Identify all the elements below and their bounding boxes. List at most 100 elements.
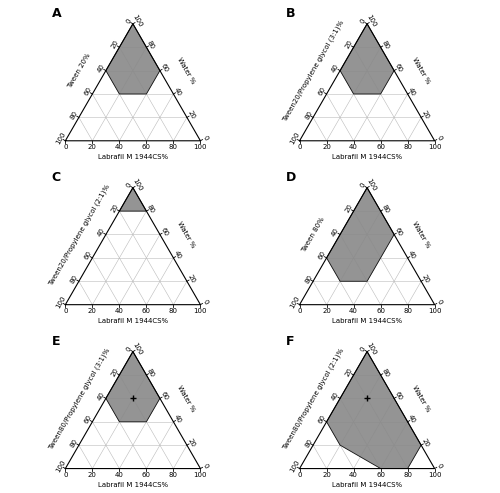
Text: Tween20/Propylene glycol (2:1)%: Tween20/Propylene glycol (2:1)% (48, 183, 111, 286)
Text: 0: 0 (63, 144, 68, 150)
Text: 60: 60 (160, 63, 169, 73)
Text: 80: 80 (380, 203, 390, 214)
Text: Water %: Water % (176, 220, 197, 249)
Text: 60: 60 (318, 86, 327, 97)
Text: 100: 100 (366, 14, 378, 29)
Text: 40: 40 (331, 227, 340, 237)
Text: 20: 20 (110, 367, 120, 378)
Text: 80: 80 (169, 144, 178, 150)
Text: 0: 0 (436, 299, 443, 306)
Text: 100: 100 (366, 342, 378, 356)
Text: 80: 80 (70, 109, 80, 120)
Text: 0: 0 (298, 144, 302, 150)
Text: 60: 60 (142, 472, 151, 478)
Text: Labrafil M 1944CS%: Labrafil M 1944CS% (332, 318, 402, 324)
Text: 20: 20 (186, 437, 196, 448)
Text: 100: 100 (289, 458, 301, 473)
Text: 100: 100 (428, 308, 442, 314)
Text: 20: 20 (110, 39, 120, 50)
Text: 80: 80 (70, 437, 80, 448)
Text: 40: 40 (408, 250, 417, 261)
Text: 40: 40 (331, 390, 340, 401)
Text: Water %: Water % (411, 57, 430, 85)
Text: Labrafil M 1944CS%: Labrafil M 1944CS% (98, 318, 168, 324)
Text: 0: 0 (436, 462, 443, 469)
Text: 40: 40 (96, 63, 106, 73)
Text: Labrafil M 1944CS%: Labrafil M 1944CS% (332, 154, 402, 160)
Text: 60: 60 (83, 414, 93, 424)
Text: Water %: Water % (411, 385, 430, 413)
Polygon shape (340, 24, 394, 94)
Text: 20: 20 (186, 274, 196, 284)
Text: 20: 20 (322, 144, 331, 150)
Text: 80: 80 (403, 308, 412, 314)
Text: 40: 40 (408, 414, 417, 424)
Text: C: C (52, 171, 61, 184)
Polygon shape (106, 352, 160, 422)
Text: 60: 60 (318, 414, 327, 424)
Text: Tween 80%: Tween 80% (301, 216, 326, 253)
Text: 60: 60 (318, 250, 327, 261)
Text: F: F (286, 335, 294, 348)
Text: Tween80/Propylene glycol (2:1)%: Tween80/Propylene glycol (2:1)% (282, 347, 346, 451)
Text: 60: 60 (83, 250, 93, 261)
Text: 60: 60 (394, 227, 404, 237)
Text: 80: 80 (146, 203, 156, 214)
Text: 0: 0 (359, 346, 366, 352)
Text: 20: 20 (88, 308, 97, 314)
Text: 100: 100 (428, 144, 442, 150)
Text: Labrafil M 1944CS%: Labrafil M 1944CS% (98, 154, 168, 160)
Text: 20: 20 (88, 472, 97, 478)
Text: 60: 60 (83, 86, 93, 97)
Text: 20: 20 (344, 203, 354, 214)
Text: 20: 20 (421, 274, 430, 284)
Text: 60: 60 (160, 390, 169, 401)
Text: 100: 100 (289, 295, 301, 310)
Text: 40: 40 (96, 390, 106, 401)
Polygon shape (326, 188, 394, 282)
Text: 20: 20 (88, 144, 97, 150)
Text: 100: 100 (194, 144, 207, 150)
Text: E: E (52, 335, 60, 348)
Text: 20: 20 (421, 109, 430, 120)
Text: 80: 80 (403, 472, 412, 478)
Text: 20: 20 (344, 367, 354, 378)
Text: 40: 40 (349, 144, 358, 150)
Text: 40: 40 (96, 227, 106, 237)
Text: 20: 20 (322, 308, 331, 314)
Text: 60: 60 (142, 144, 151, 150)
Text: 40: 40 (331, 63, 340, 73)
Text: 20: 20 (322, 472, 331, 478)
Text: 80: 80 (70, 273, 80, 284)
Text: 0: 0 (63, 472, 68, 478)
Text: 100: 100 (55, 458, 67, 473)
Text: 0: 0 (201, 135, 208, 141)
Text: 40: 40 (173, 414, 182, 424)
Text: 0: 0 (201, 299, 208, 306)
Text: Labrafil M 1944CS%: Labrafil M 1944CS% (98, 482, 168, 488)
Text: 100: 100 (55, 131, 67, 145)
Text: Water %: Water % (176, 385, 197, 413)
Text: 80: 80 (169, 472, 178, 478)
Text: 0: 0 (124, 346, 132, 352)
Text: 80: 80 (403, 144, 412, 150)
Text: 0: 0 (124, 182, 132, 189)
Text: 40: 40 (349, 308, 358, 314)
Text: 80: 80 (146, 367, 156, 378)
Text: 100: 100 (132, 342, 143, 356)
Polygon shape (106, 24, 160, 94)
Text: 40: 40 (408, 86, 417, 97)
Text: Tween80/Propylene glycol (3:1)%: Tween80/Propylene glycol (3:1)% (48, 347, 111, 451)
Text: 20: 20 (421, 437, 430, 448)
Text: 100: 100 (132, 178, 143, 192)
Text: 60: 60 (376, 308, 385, 314)
Text: 40: 40 (349, 472, 358, 478)
Text: Tween 20%: Tween 20% (66, 52, 92, 90)
Text: B: B (286, 7, 296, 20)
Text: 0: 0 (359, 182, 366, 189)
Text: 0: 0 (124, 18, 132, 25)
Text: 80: 80 (304, 437, 314, 448)
Text: 100: 100 (132, 14, 143, 29)
Text: 60: 60 (394, 63, 404, 73)
Text: Water %: Water % (411, 220, 430, 249)
